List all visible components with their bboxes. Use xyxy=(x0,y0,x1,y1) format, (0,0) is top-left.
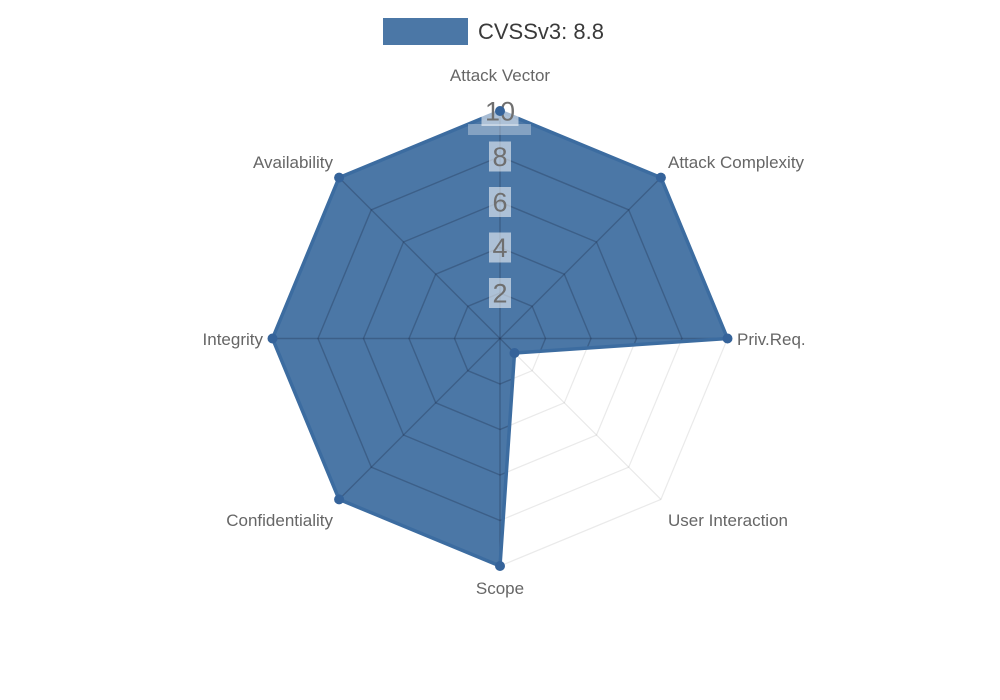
data-point-marker[interactable] xyxy=(655,172,666,183)
data-point-marker[interactable] xyxy=(509,348,520,358)
axis-label-confidentiality: Confidentiality xyxy=(226,511,333,530)
data-point-marker[interactable] xyxy=(267,333,278,344)
axis-label-priv-req: Priv.Req. xyxy=(737,330,806,349)
grid-ring xyxy=(408,246,592,431)
tick-backdrop xyxy=(489,141,511,172)
tick-backdrop xyxy=(489,278,511,308)
tick-backdrops xyxy=(468,96,531,308)
tick-backdrop xyxy=(489,232,511,263)
axis-label-availability: Availability xyxy=(253,153,334,172)
legend-swatch xyxy=(383,18,468,45)
axis-label-attack-complexity: Attack Complexity xyxy=(668,153,805,172)
apex-backdrop-band xyxy=(468,124,531,135)
tick-label: 2 xyxy=(492,279,507,309)
grid-ring xyxy=(317,155,683,522)
grid-ring xyxy=(453,292,547,385)
angle-line xyxy=(499,338,662,500)
angle-line xyxy=(499,177,662,339)
angle-line xyxy=(338,338,501,500)
axis-labels: Attack Vector Attack Complexity Priv.Req. U… xyxy=(203,66,806,598)
data-point-marker[interactable] xyxy=(722,333,733,344)
legend-label: CVSSv3: 8.8 xyxy=(478,19,604,44)
axis-label-integrity: Integrity xyxy=(203,330,264,349)
grid-ring xyxy=(362,201,638,476)
axis-label-scope: Scope xyxy=(476,579,524,598)
tick-label: 8 xyxy=(492,142,507,172)
radar-series-area xyxy=(272,111,728,566)
data-point-marker[interactable] xyxy=(495,561,505,571)
data-point-marker[interactable] xyxy=(334,494,345,505)
tick-label: 4 xyxy=(492,233,507,263)
point-markers xyxy=(267,106,733,571)
axis-label-user-interaction: User Interaction xyxy=(668,511,788,530)
tick-backdrop xyxy=(489,187,511,217)
tick-labels: 246810 xyxy=(485,97,515,309)
angle-line xyxy=(338,177,501,339)
axis-label-attack-vector: Attack Vector xyxy=(450,66,550,85)
chart-legend[interactable]: CVSSv3: 8.8 xyxy=(383,18,604,45)
tick-label: 6 xyxy=(492,188,507,218)
data-point-marker[interactable] xyxy=(334,172,345,183)
data-point-marker[interactable] xyxy=(495,106,505,116)
